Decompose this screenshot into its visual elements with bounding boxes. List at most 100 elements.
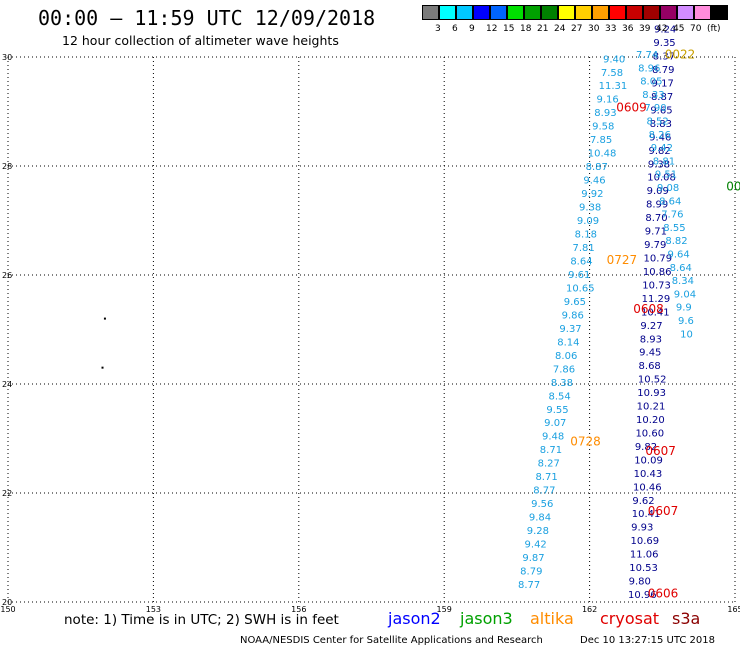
wave-height-label: 9.09 <box>577 216 599 227</box>
wave-height-label: 11.29 <box>642 294 671 305</box>
wave-height-label: 9.08 <box>657 183 679 194</box>
wave-height-label: 9.82 <box>648 146 670 157</box>
color-scale-swatch <box>473 5 490 20</box>
color-scale-swatch <box>524 5 541 20</box>
color-scale-label: 21 <box>537 24 549 34</box>
color-scale-swatch <box>422 5 439 20</box>
wave-height-label: 9.24 <box>654 25 676 36</box>
wave-height-label: 9.65 <box>564 297 586 308</box>
wave-height-label: 8.71 <box>535 472 557 483</box>
wave-height-label: 9.71 <box>645 227 667 238</box>
wave-height-label: 7.86 <box>553 364 575 375</box>
wave-height-label: 10.21 <box>637 402 666 413</box>
x-tick-label: 159 <box>437 605 452 614</box>
time-label: 0607 <box>645 444 676 458</box>
wave-height-label: 10.65 <box>566 283 595 294</box>
wave-height-label: 9.46 <box>649 132 671 143</box>
color-scale-swatch <box>694 5 711 20</box>
wave-height-label: 9.35 <box>653 38 675 49</box>
color-scale-label: 45 <box>673 24 685 34</box>
wave-height-label: 8.37 <box>653 52 675 63</box>
island-point <box>103 317 106 320</box>
page-subtitle: 12 hour collection of altimeter wave hei… <box>62 33 339 48</box>
wave-height-label: 10.41 <box>641 307 670 318</box>
wave-height-label: 9.79 <box>644 240 666 251</box>
wave-height-label: 7.85 <box>590 135 612 146</box>
track-time-labels: 0022 0609 0727 0608 0728 0607 0607 0606 00 <box>570 48 740 601</box>
wave-height-label: 9.07 <box>544 418 566 429</box>
wave-height-label: 9.65 <box>650 105 672 116</box>
wave-height-label: 9.37 <box>559 324 581 335</box>
wave-height-label: 8.14 <box>557 337 579 348</box>
time-label: 0608 <box>633 302 664 316</box>
wave-height-label: 8.77 <box>518 580 540 591</box>
wave-height-label: 10.93 <box>637 388 666 399</box>
color-scale-label: 27 <box>571 24 583 34</box>
color-scale-label: 30 <box>588 24 600 34</box>
time-label: 0609 <box>616 101 647 115</box>
wave-height-label: 8.68 <box>639 361 661 372</box>
wave-height-label: 9.82 <box>635 442 657 453</box>
credit-text: NOAA/NESDIS Center for Satellite Applica… <box>240 635 543 646</box>
wave-height-label: 10.20 <box>636 415 665 426</box>
color-scale-label: 3 <box>435 24 441 34</box>
time-label: 0022 <box>665 48 696 62</box>
wave-height-label: 9.6 <box>678 316 694 327</box>
legend-jason3: jason3 <box>460 609 513 628</box>
wave-height-label: 10.09 <box>634 455 663 466</box>
wave-height-label: 10.41 <box>632 509 661 520</box>
wave-height-label: 9.42 <box>651 143 673 154</box>
wave-height-label: 9.28 <box>527 526 549 537</box>
wave-height-label: 9.38 <box>648 159 670 170</box>
x-tick-label: 162 <box>582 605 597 614</box>
y-tick-label: 24 <box>2 380 12 389</box>
wave-height-label: 8.99 <box>646 200 668 211</box>
land-points <box>101 317 106 369</box>
wave-height-label: 10.08 <box>647 173 676 184</box>
time-label: 00 <box>726 180 740 194</box>
wave-height-label: 9.55 <box>546 405 568 416</box>
island-point <box>101 366 104 369</box>
color-scale-label: 70 <box>690 24 702 34</box>
wave-height-label: 9.51 <box>655 170 677 181</box>
wave-height-label: 9.42 <box>525 540 547 551</box>
color-scale-swatch <box>660 5 677 20</box>
wave-height-label: 7.90 <box>644 103 666 114</box>
color-scale-label: 42 <box>656 24 668 34</box>
color-scale-label: 12 <box>486 24 498 34</box>
wave-height-label: 8.77 <box>533 486 555 497</box>
x-tick-label: 153 <box>146 605 161 614</box>
wave-height-label: 8.64 <box>570 256 592 267</box>
y-tick-label: 22 <box>2 489 12 498</box>
wave-height-label: 7.76 <box>661 210 683 221</box>
wave-height-label: 9.46 <box>583 176 605 187</box>
wave-height-label: 9.38 <box>579 203 601 214</box>
color-scale-swatch <box>558 5 575 20</box>
wave-height-label: 8.64 <box>659 196 681 207</box>
color-scale-swatch <box>541 5 558 20</box>
wave-height-label: 9.61 <box>568 270 590 281</box>
wave-height-label: 8.82 <box>665 236 687 247</box>
wave-height-label: 8.38 <box>551 378 573 389</box>
color-scale-label: 39 <box>639 24 651 34</box>
wave-height-label: 9.62 <box>632 496 654 507</box>
wave-height-label: 10.69 <box>630 536 659 547</box>
wave-height-label: 9.80 <box>629 577 651 588</box>
color-scale-swatch <box>592 5 609 20</box>
wave-height-label: 10.96 <box>628 590 657 601</box>
color-scale-label: (ft) <box>707 24 721 34</box>
wave-height-label: 7.58 <box>601 68 623 79</box>
color-scale-swatch <box>490 5 507 20</box>
wave-height-label: 10 <box>680 329 693 340</box>
wave-height-label: 10.79 <box>644 254 673 265</box>
wave-height-label: 9.9 <box>676 303 692 314</box>
x-tick-label: 156 <box>291 605 306 614</box>
color-scale-label: 15 <box>503 24 515 34</box>
y-tick-label: 26 <box>2 271 12 280</box>
wave-height-label: 10.73 <box>642 280 671 291</box>
wave-height-label: 8.79 <box>520 567 542 578</box>
wave-height-label: 9.40 <box>603 54 625 65</box>
wave-height-label: 10.46 <box>633 482 662 493</box>
wave-height-label: 8.71 <box>540 445 562 456</box>
